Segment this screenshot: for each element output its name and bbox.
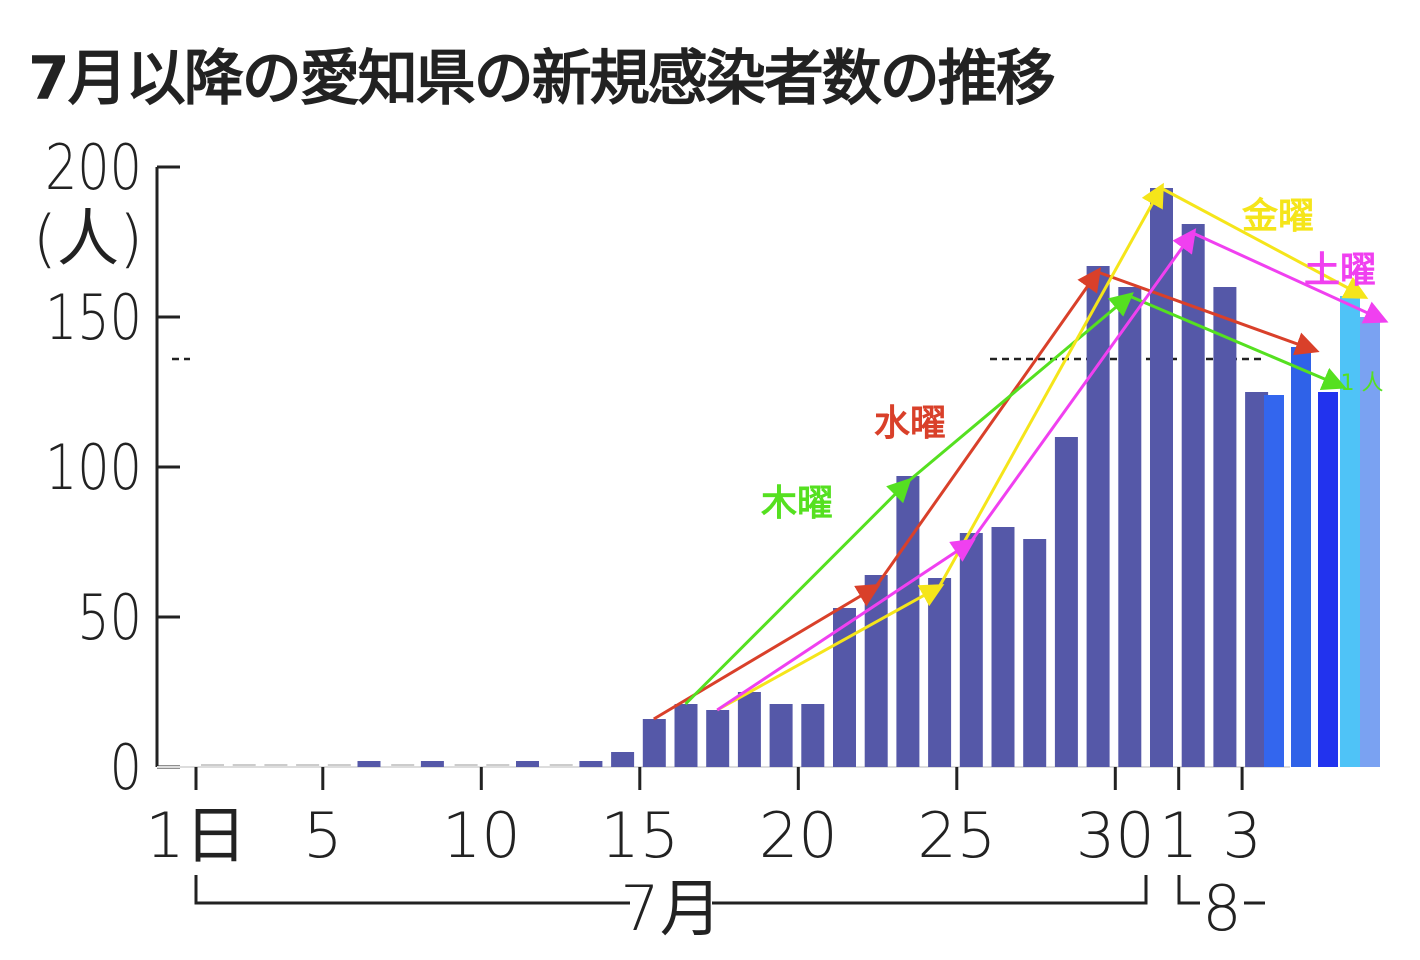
bar-7/17 bbox=[706, 710, 730, 767]
y-axis-unit: (人) bbox=[33, 202, 143, 275]
x-tick-label: 30 bbox=[1076, 799, 1155, 872]
y-tick-label: 200 bbox=[45, 132, 142, 204]
annotation-arrow bbox=[1192, 231, 1389, 324]
y-tick-label: 100 bbox=[45, 432, 142, 504]
x-tick-label: 3 bbox=[1222, 799, 1261, 872]
x-tick-label: 15 bbox=[600, 799, 679, 872]
annotation-arrow bbox=[1160, 186, 1369, 299]
side-label: 1 人 bbox=[1341, 371, 1384, 396]
bar-7/16 bbox=[674, 704, 698, 767]
month-bracket-july bbox=[712, 875, 1148, 905]
annotation-arrow bbox=[1128, 294, 1347, 391]
bar-7/6 bbox=[357, 761, 381, 767]
x-tick-label: 1日 bbox=[145, 799, 246, 872]
bar-zero bbox=[264, 764, 288, 766]
x-tick-label: 1 bbox=[1159, 799, 1198, 872]
bar-zero bbox=[486, 764, 510, 766]
annotation-label: 木曜 bbox=[761, 483, 833, 524]
bar-zero bbox=[454, 764, 478, 766]
bar-7/20 bbox=[801, 704, 825, 767]
annotation-arrow bbox=[906, 292, 1134, 484]
bar-8/2 bbox=[1213, 287, 1237, 767]
annotation-arrow bbox=[874, 267, 1102, 588]
bar-7/18 bbox=[737, 692, 761, 767]
bar-7/30 bbox=[1118, 287, 1142, 767]
annotation-label: 金曜 bbox=[1241, 195, 1314, 237]
x-tick-label: 25 bbox=[917, 799, 996, 872]
y-tick-label: 150 bbox=[45, 282, 142, 354]
bar-8/5 bbox=[1291, 347, 1311, 767]
annotation-arrow bbox=[684, 477, 912, 706]
bar-7/29 bbox=[1086, 266, 1110, 767]
x-tick-label: 20 bbox=[759, 799, 838, 872]
bar-7/25 bbox=[959, 533, 983, 767]
bar-7/22 bbox=[864, 575, 888, 767]
bar-7/11 bbox=[516, 761, 539, 767]
annotation-arrow bbox=[716, 538, 976, 712]
bar-7/14 bbox=[611, 752, 635, 767]
annotation-arrow bbox=[1097, 270, 1320, 356]
bar-7/24 bbox=[928, 578, 952, 767]
bar-7/28 bbox=[1054, 437, 1078, 767]
annotation-arrow bbox=[716, 584, 945, 712]
bar-7/13 bbox=[579, 761, 603, 767]
bar-8/4 bbox=[1264, 395, 1284, 767]
month-label-august: 8 bbox=[1202, 872, 1241, 945]
annotation-arrow bbox=[969, 228, 1197, 543]
bar-7/23 bbox=[896, 476, 920, 767]
chart-title: 7月以降の愛知県の新規感染者数の推移 bbox=[28, 44, 1056, 114]
month-label-july: 7月 bbox=[620, 872, 721, 945]
bar-8/7 bbox=[1340, 296, 1360, 767]
x-tick-label: 5 bbox=[303, 799, 342, 872]
annotation-label: 水曜 bbox=[874, 403, 946, 444]
bar-7/8 bbox=[420, 761, 444, 767]
x-tick-label: 10 bbox=[442, 799, 521, 872]
bar-7/27 bbox=[1023, 539, 1047, 767]
bar-zero bbox=[391, 764, 415, 766]
month-bracket-july bbox=[194, 875, 630, 905]
bar-7/31 bbox=[1150, 188, 1173, 767]
annotation-arrow bbox=[937, 182, 1164, 588]
annotation-label: 土曜 bbox=[1304, 250, 1376, 291]
bar-8/8 bbox=[1360, 317, 1380, 767]
bar-zero bbox=[232, 764, 256, 766]
month-bracket-august bbox=[1177, 875, 1200, 905]
bar-zero bbox=[549, 764, 573, 766]
bar-zero bbox=[296, 764, 320, 766]
bar-8/3 bbox=[1245, 392, 1269, 767]
bar-zero bbox=[327, 764, 351, 766]
bar-8/1 bbox=[1181, 224, 1205, 767]
bar-7/15 bbox=[642, 719, 666, 767]
bar-7/21 bbox=[833, 608, 856, 767]
bar-zero bbox=[201, 764, 224, 766]
bar-8/6 bbox=[1318, 392, 1338, 767]
bar-7/19 bbox=[769, 704, 793, 767]
y-tick-label: 50 bbox=[77, 582, 142, 654]
y-tick-label: 0 bbox=[110, 732, 142, 804]
bar-7/26 bbox=[991, 527, 1015, 767]
